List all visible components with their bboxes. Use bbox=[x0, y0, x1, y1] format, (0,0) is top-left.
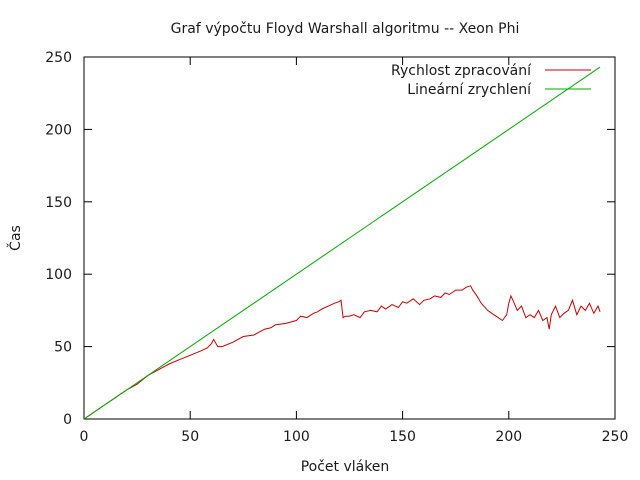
x-tick-label: 50 bbox=[181, 429, 199, 445]
y-axis-ticks: 0 50 100 150 200 250 bbox=[45, 50, 615, 428]
series-line-linearni-zrychleni bbox=[83, 66, 601, 420]
x-tick-label: 200 bbox=[495, 429, 522, 445]
legend-label: Rychlost zpracování bbox=[391, 63, 532, 79]
x-axis-label: Počet vláken bbox=[301, 459, 390, 475]
x-axis-ticks: 0 50 100 150 200 250 bbox=[80, 57, 629, 445]
plot-frame bbox=[83, 56, 616, 420]
chart-title: Graf výpočtu Floyd Warshall algoritmu --… bbox=[171, 21, 520, 37]
y-tick-label: 100 bbox=[45, 267, 72, 283]
y-tick-label: 150 bbox=[45, 195, 72, 211]
x-tick-label: 250 bbox=[602, 429, 629, 445]
x-tick-label: 150 bbox=[389, 429, 416, 445]
legend-label: Lineární zrychlení bbox=[407, 82, 532, 98]
series-layer bbox=[83, 66, 601, 420]
x-tick-label: 100 bbox=[283, 429, 310, 445]
series-line-rychlost-zpracovani bbox=[85, 285, 601, 419]
y-tick-label: 200 bbox=[45, 122, 72, 138]
y-tick-label: 50 bbox=[54, 340, 72, 356]
x-tick-label: 0 bbox=[80, 429, 89, 445]
y-axis-label: Čas bbox=[6, 225, 24, 251]
y-tick-label: 0 bbox=[63, 412, 72, 428]
legend: Rychlost zpracování Lineární zrychlení bbox=[391, 63, 591, 98]
y-tick-label: 250 bbox=[45, 50, 72, 66]
